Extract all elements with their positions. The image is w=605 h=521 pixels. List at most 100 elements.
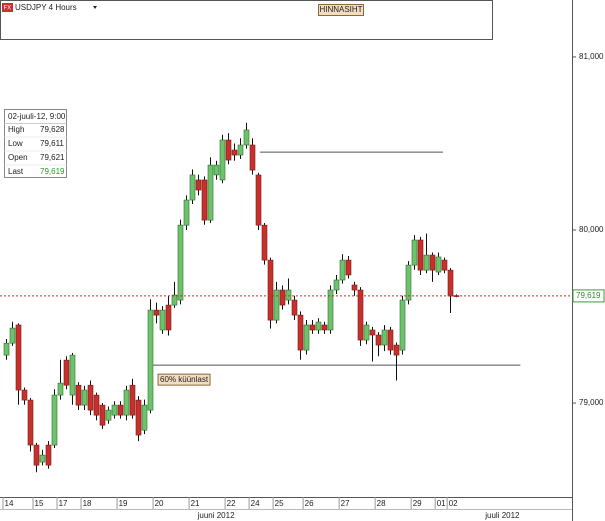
candle-body xyxy=(363,324,370,341)
candle-body xyxy=(285,289,292,301)
x-tick-label: 19 xyxy=(119,499,128,508)
candle-body xyxy=(99,404,106,426)
candle-body xyxy=(141,404,148,431)
info-key: Last xyxy=(8,167,24,176)
candle-body xyxy=(75,384,82,406)
target-label: HINNASIHT xyxy=(319,5,362,14)
candle-body xyxy=(435,256,442,273)
x-tick-label: 17 xyxy=(59,499,68,508)
candle-body xyxy=(375,334,382,346)
info-key: Open xyxy=(8,153,28,162)
last-price-badge xyxy=(572,289,605,303)
candle-body xyxy=(51,394,58,446)
candle-body xyxy=(21,389,28,401)
candle-body xyxy=(93,394,100,416)
chart-title[interactable]: USDJPY 4 Hours xyxy=(15,3,77,12)
candle-body xyxy=(351,284,358,291)
candle-body xyxy=(63,359,70,386)
candle-body xyxy=(81,389,88,406)
candle-body xyxy=(255,174,262,226)
x-tick-label: 20 xyxy=(155,499,164,508)
candle-body xyxy=(165,304,172,331)
candle-body xyxy=(3,342,10,356)
candle-body xyxy=(87,384,94,411)
y-tick-label: 81,000 xyxy=(579,52,604,61)
x-tick-label: 27 xyxy=(341,499,350,508)
info-frame xyxy=(4,109,67,178)
candle-body xyxy=(15,324,22,391)
x-tick-label: 22 xyxy=(227,499,236,508)
candle-body xyxy=(417,239,424,271)
candle-body xyxy=(171,294,178,306)
candle-body xyxy=(9,327,16,344)
candle-body xyxy=(429,254,436,271)
x-tick-label: 02 xyxy=(449,499,458,508)
candle-body xyxy=(117,404,124,416)
candle-body xyxy=(441,259,448,271)
candle-body xyxy=(207,164,214,221)
header-panel xyxy=(0,0,493,40)
candle-body xyxy=(153,309,160,316)
candle-body xyxy=(393,344,400,356)
candle-body xyxy=(33,444,40,466)
y-tick-label: 79,000 xyxy=(579,398,604,407)
x-tick-label: 15 xyxy=(35,499,44,508)
candle-body xyxy=(249,144,256,171)
candle-body xyxy=(189,174,196,201)
title-dropdown[interactable] xyxy=(93,6,97,9)
month-label: juuli 2012 xyxy=(484,511,520,520)
info-date: 02-juuli-12, 9:00 xyxy=(8,112,66,121)
month-label: juuni 2012 xyxy=(197,511,235,520)
candle-body xyxy=(411,239,418,266)
candle-body xyxy=(327,289,334,331)
candle-body xyxy=(321,324,328,331)
x-tick-label: 25 xyxy=(275,499,284,508)
x-tick-label: 21 xyxy=(191,499,200,508)
candle-body xyxy=(315,321,322,331)
candle-body xyxy=(123,389,130,416)
last-price-label: 79,619 xyxy=(576,291,601,300)
candle-body xyxy=(267,259,274,321)
candle-body xyxy=(225,139,232,161)
candle-body xyxy=(333,279,340,291)
candle-body xyxy=(111,404,118,416)
candle-body xyxy=(405,264,412,301)
target-badge xyxy=(318,4,364,16)
x-tick-label: 28 xyxy=(377,499,386,508)
candle-body xyxy=(105,409,112,421)
y-tick-label: 80,000 xyxy=(579,225,604,234)
candle-body xyxy=(243,129,250,146)
x-tick-label: 14 xyxy=(5,499,14,508)
candle-body xyxy=(231,149,238,156)
annotation-badge xyxy=(157,373,211,386)
candle-body xyxy=(183,199,190,226)
candle-body xyxy=(147,309,154,411)
candle-body xyxy=(447,269,454,297)
candle-body xyxy=(69,354,76,396)
info-value: 79,619 xyxy=(40,167,65,176)
x-tick-label: 26 xyxy=(305,499,314,508)
candle-body xyxy=(303,324,310,351)
candle-body xyxy=(369,329,376,336)
candle-body xyxy=(381,329,388,346)
candle-body xyxy=(423,254,430,271)
candle-body xyxy=(261,224,268,261)
candle-body xyxy=(291,299,298,316)
x-tick-label: 29 xyxy=(413,499,422,508)
plot: 79,000 80,000 81,000 14 15 17 18 19 20 21 22 24 25 26… xyxy=(0,52,605,520)
x-tick-label: 18 xyxy=(83,499,92,508)
candle-body xyxy=(39,454,46,463)
candle-body xyxy=(219,139,226,181)
candle-body xyxy=(345,259,352,276)
candle-body xyxy=(237,144,244,156)
info-key: Low xyxy=(8,139,23,148)
candle-body xyxy=(399,299,406,351)
candle-body xyxy=(387,329,394,351)
info-value: 79,621 xyxy=(40,153,65,162)
x-tick-label: 01 xyxy=(437,499,446,508)
candle-body xyxy=(129,384,136,416)
candle-body xyxy=(45,444,52,466)
candle-body xyxy=(279,289,286,306)
candle-body xyxy=(357,289,364,341)
candle-body xyxy=(195,179,202,191)
